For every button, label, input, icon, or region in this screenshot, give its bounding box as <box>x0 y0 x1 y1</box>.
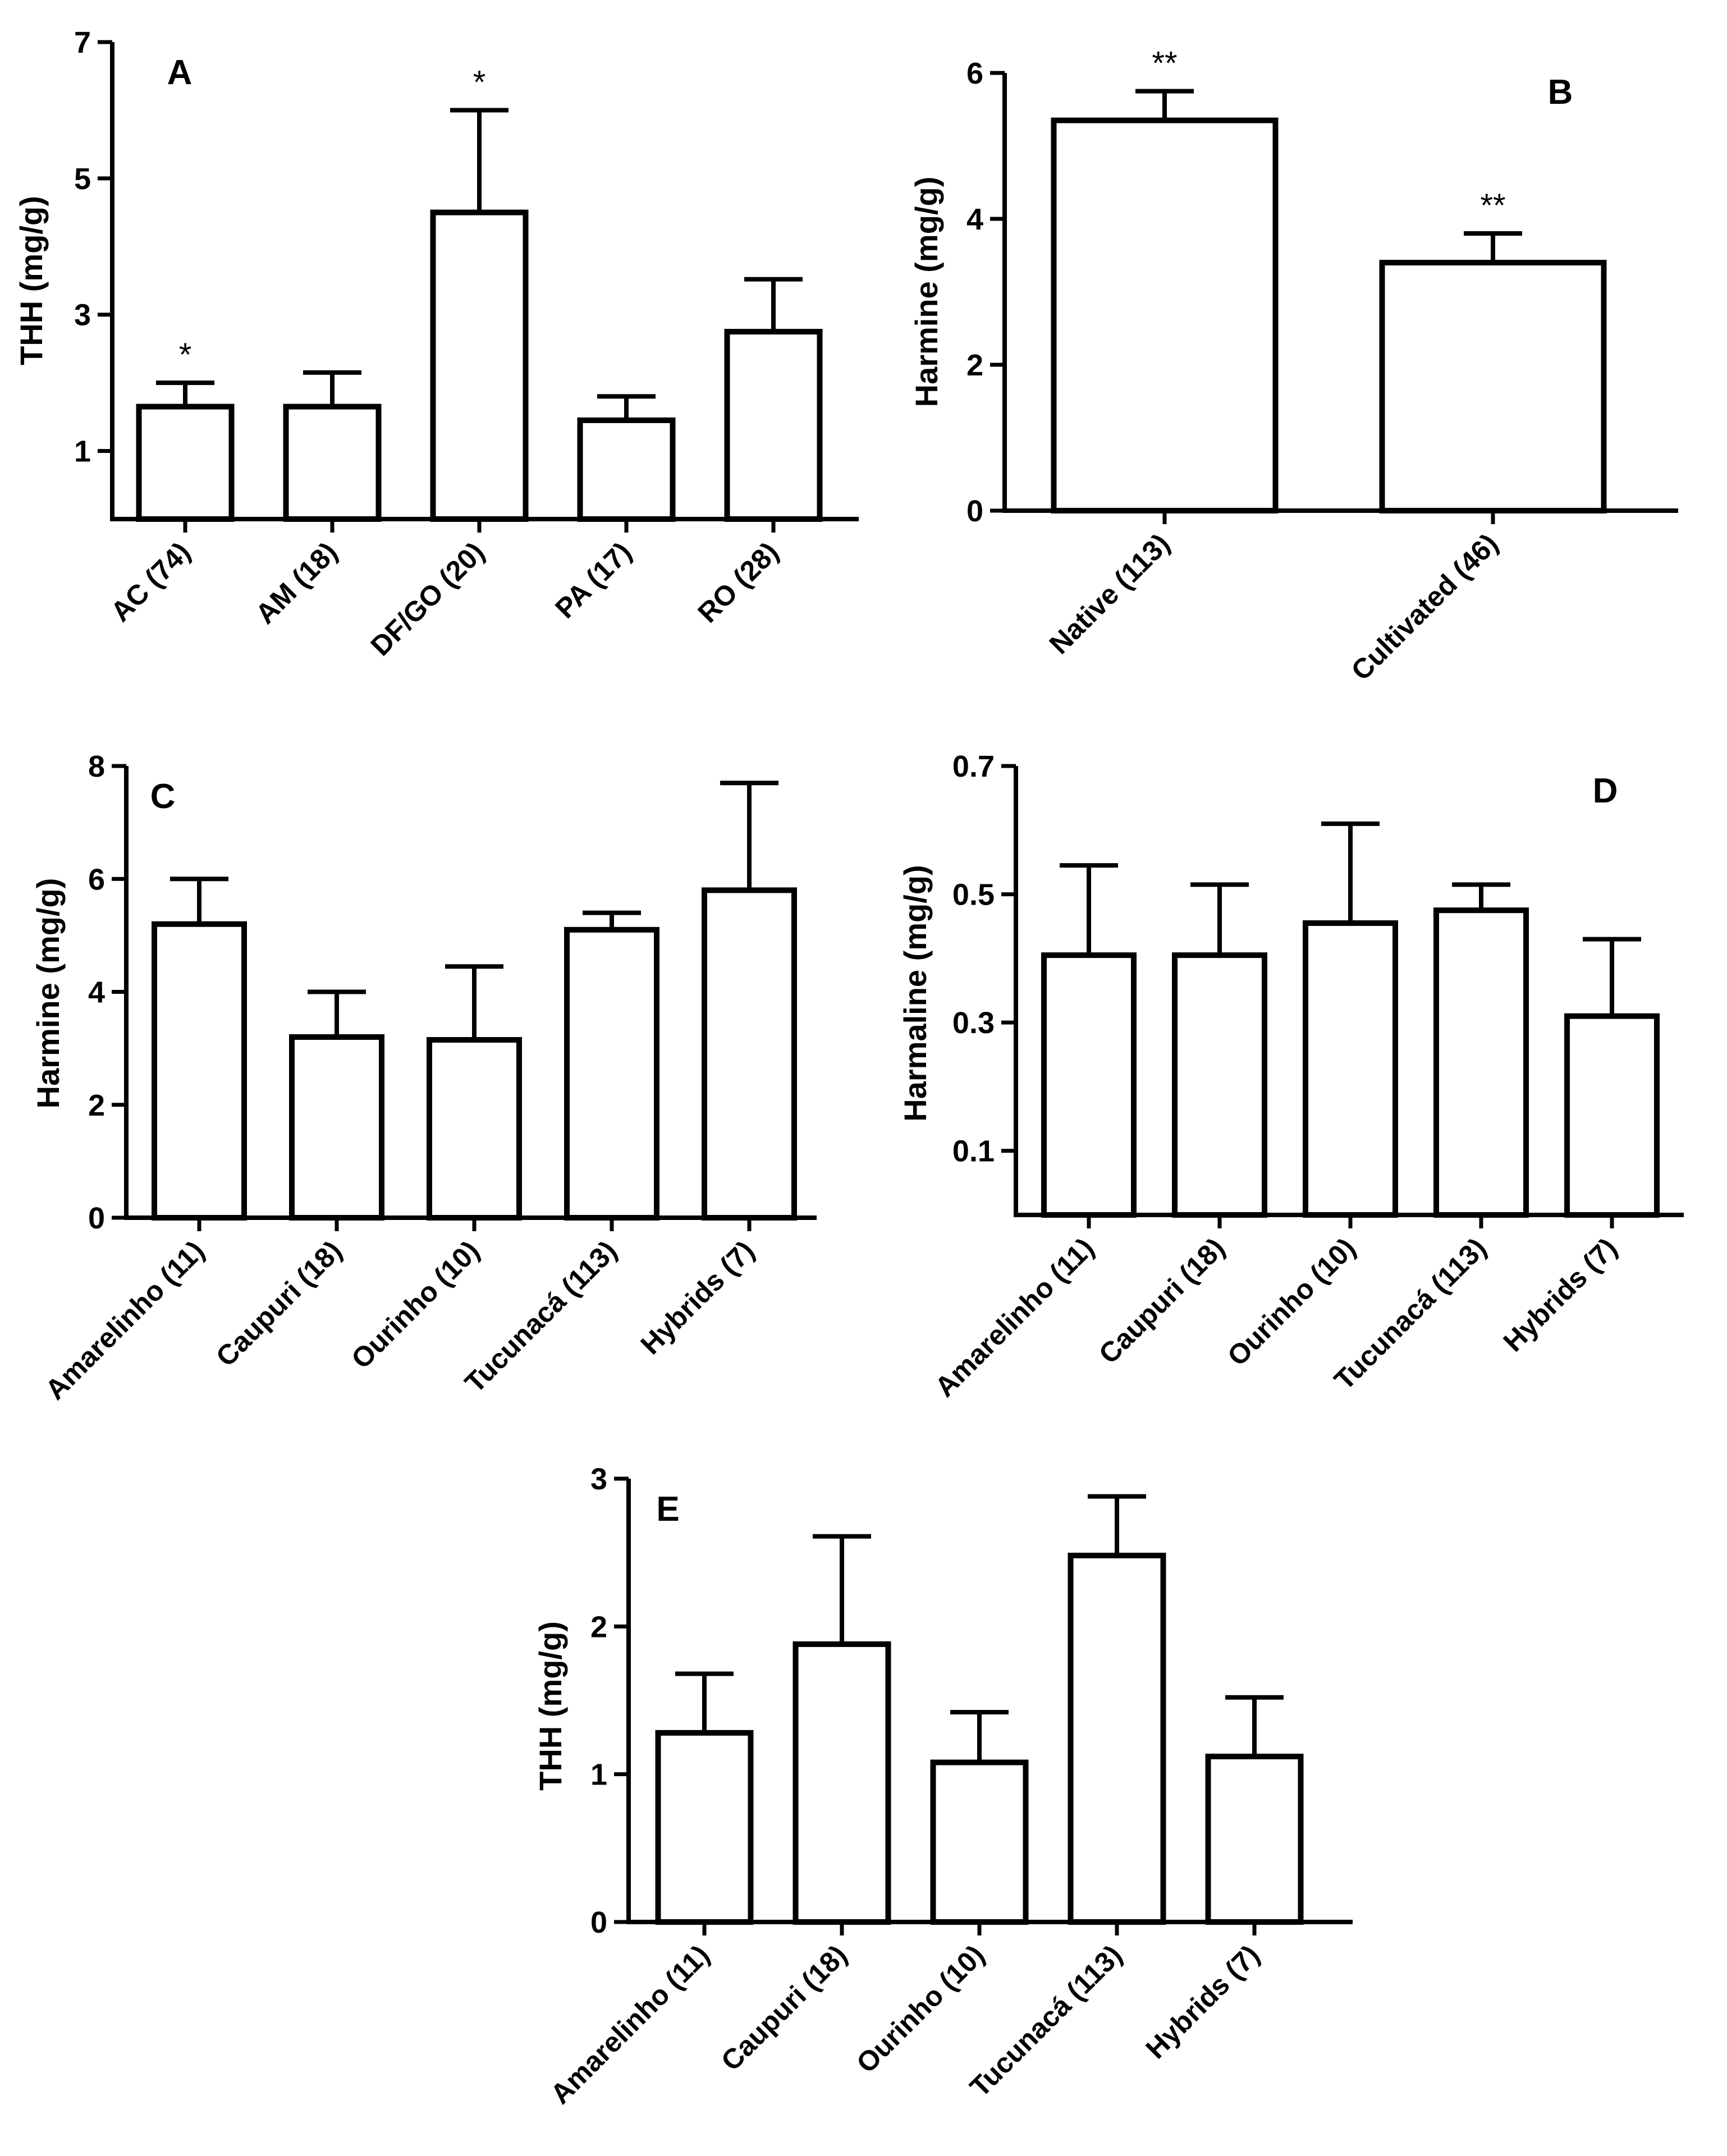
category-label: AC (74) <box>104 536 196 627</box>
category-label: Ourinho (10) <box>850 1939 991 2079</box>
category-label: Ourinho (10) <box>345 1235 485 1375</box>
y-axis-title: THH (mg/g) <box>533 1621 568 1791</box>
y-tick-label: 4 <box>88 976 105 1010</box>
bar-1 <box>152 921 247 1221</box>
bar-1 <box>1041 952 1137 1218</box>
category-label: AM (18) <box>249 536 343 630</box>
category-label: Ourinho (10) <box>1221 1232 1362 1372</box>
category-label: Cultivated (46) <box>1345 527 1504 686</box>
y-tick-label: 0.1 <box>952 1135 995 1168</box>
category-label: Caupuri (18) <box>715 1939 853 2077</box>
category-label: RO (28) <box>691 536 784 629</box>
y-tick-label: 1 <box>74 435 91 469</box>
y-tick-label: 0.3 <box>952 1006 995 1040</box>
category-label: Amarelinho (11) <box>929 1232 1100 1403</box>
bar-4 <box>564 926 659 1221</box>
bar-5 <box>1205 1754 1304 1925</box>
panel-d-chart: 0.1 0.3 0.5 0.7 Harmaline (mg/g) D Amarelinho … <box>897 750 1684 1403</box>
category-label: Caupuri (18) <box>210 1235 348 1373</box>
category-label: PA (17) <box>549 536 637 624</box>
y-axis-title: Harmaline (mg/g) <box>897 865 933 1121</box>
category-label: Amarelinho (11) <box>544 1939 716 2110</box>
panel-letter: C <box>150 777 176 816</box>
bar-2 <box>289 1034 384 1221</box>
y-tick-label: 2 <box>88 1089 105 1122</box>
category-label: Caupuri (18) <box>1093 1232 1231 1370</box>
y-tick-label: 4 <box>966 203 983 236</box>
panel-letter: A <box>167 53 193 92</box>
category-label: DF/GO (20) <box>365 536 491 662</box>
y-tick-label: 0 <box>966 494 983 528</box>
y-tick-label: 6 <box>966 57 983 90</box>
y-tick-label: 3 <box>74 299 91 332</box>
category-label: Tucunacá (113) <box>459 1235 622 1398</box>
category-label: Hybrids (7) <box>635 1235 761 1360</box>
panel-a-chart: 1 3 5 7 THH (mg/g) A * AC (74) AM (18) * DF/GO (20… <box>13 26 859 662</box>
y-tick-label: 0.7 <box>952 750 995 783</box>
y-axis-title: Harmine (mg/g) <box>30 878 66 1109</box>
bar-1 <box>136 403 235 522</box>
y-tick-label: 3 <box>590 1462 607 1496</box>
bar-2 <box>283 403 382 522</box>
bar-3 <box>930 1759 1029 1925</box>
panel-c-chart: 0 2 4 6 8 Harmine (mg/g) C Amarelinho (11) Caupu… <box>30 750 817 1406</box>
bar-2 <box>1379 260 1607 513</box>
panel-b-chart: 0 2 4 6 Harmine (mg/g) B ** Native (113) ** Culti… <box>909 45 1678 686</box>
y-tick-label: 5 <box>74 162 91 196</box>
y-tick-label: 0.5 <box>952 878 995 912</box>
y-tick-label: 1 <box>590 1758 607 1792</box>
bar-4 <box>1068 1552 1166 1925</box>
panel-e-chart: 0 1 2 3 THH (mg/g) E Amarelinho (11) Caupuri (1… <box>533 1462 1353 2110</box>
bar-3 <box>427 1037 522 1221</box>
bar-5 <box>702 887 797 1221</box>
panel-letter: D <box>1593 772 1618 810</box>
panel-letter: B <box>1548 73 1573 112</box>
panel-letter: E <box>656 1490 679 1529</box>
bar-3 <box>1303 920 1398 1218</box>
y-tick-label: 2 <box>590 1610 607 1644</box>
bar-2 <box>1172 952 1267 1218</box>
bar-1 <box>1051 117 1279 513</box>
category-label: Native (113) <box>1043 527 1176 660</box>
y-tick-label: 8 <box>88 750 105 783</box>
category-label: Hybrids (7) <box>1497 1232 1623 1357</box>
bar-4 <box>577 417 676 522</box>
bar-1 <box>655 1730 754 1925</box>
category-label: Hybrids (7) <box>1140 1939 1266 2065</box>
category-label: Tucunacá (113) <box>964 1939 1128 2103</box>
bar-2 <box>793 1641 891 1925</box>
bar-4 <box>1433 907 1529 1218</box>
significance-marker: ** <box>1152 45 1177 82</box>
y-tick-label: 7 <box>74 26 91 59</box>
significance-marker: * <box>179 337 192 373</box>
bar-5 <box>724 329 823 522</box>
bar-3 <box>430 209 529 522</box>
significance-marker: * <box>473 64 486 100</box>
significance-marker: ** <box>1480 187 1505 224</box>
category-label: Amarelinho (11) <box>39 1235 210 1406</box>
bar-5 <box>1564 1013 1660 1218</box>
y-tick-label: 6 <box>88 863 105 896</box>
y-tick-label: 2 <box>966 348 983 382</box>
y-tick-label: 0 <box>88 1201 105 1235</box>
y-axis-title: THH (mg/g) <box>13 196 49 365</box>
y-axis-title: Harmine (mg/g) <box>909 177 944 407</box>
y-tick-label: 0 <box>590 1906 607 1939</box>
